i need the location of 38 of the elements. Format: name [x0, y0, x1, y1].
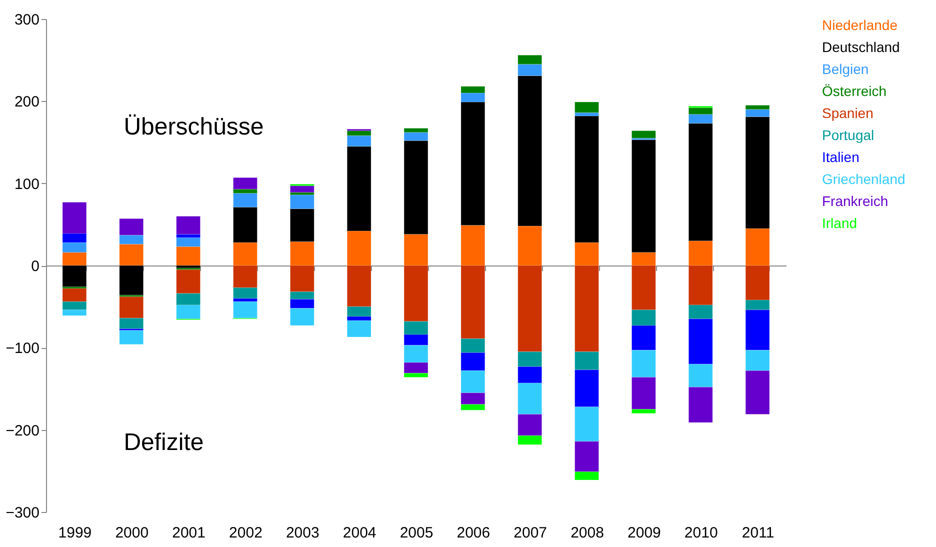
annotation: Überschüsse — [124, 113, 264, 140]
y-tick-label: 100 — [14, 176, 40, 193]
bar — [346, 320, 372, 338]
x-tick-label: 2009 — [628, 524, 661, 542]
text: Portugal — [822, 127, 874, 143]
x-tick-label: 2000 — [115, 524, 149, 542]
y-tick-label: 0 — [31, 258, 40, 275]
y-tick-label: −200 — [6, 422, 40, 440]
x-tick-label: 2010 — [684, 524, 718, 542]
text: Irland — [822, 215, 858, 231]
bar — [233, 302, 258, 318]
x-tick-label: 1999 — [58, 524, 92, 542]
text: Belgien — [822, 61, 869, 77]
x-tick-label: 2002 — [229, 524, 262, 542]
text: Italien — [822, 149, 860, 165]
y-tick-label: 300 — [14, 12, 40, 28]
bar — [233, 177, 258, 190]
x-tick-label: 2001 — [172, 524, 206, 542]
y-tick-label: 200 — [14, 94, 40, 111]
y-tick-label: −300 — [6, 504, 40, 522]
bar — [290, 186, 314, 193]
bar — [574, 102, 599, 113]
text: Spanien — [822, 105, 874, 121]
x-tick-label: 2007 — [514, 524, 548, 542]
text: Frankreich — [822, 193, 888, 209]
y-tick-label: −100 — [6, 340, 40, 358]
text: Griechenland — [822, 171, 906, 187]
x-tick-label: 2003 — [286, 524, 320, 542]
x-tick-label: 2005 — [400, 524, 434, 542]
x-tick-label: 2008 — [570, 524, 604, 542]
annotation: Defizite — [124, 428, 204, 456]
x-tick-label: 2004 — [342, 524, 376, 542]
x-tick-label: 2006 — [456, 524, 490, 542]
text: Niederlande — [822, 17, 898, 33]
text: Österreich — [822, 83, 887, 99]
text: Deutschland — [822, 39, 900, 55]
x-tick-label: 2011 — [742, 524, 774, 542]
bar — [176, 216, 200, 234]
